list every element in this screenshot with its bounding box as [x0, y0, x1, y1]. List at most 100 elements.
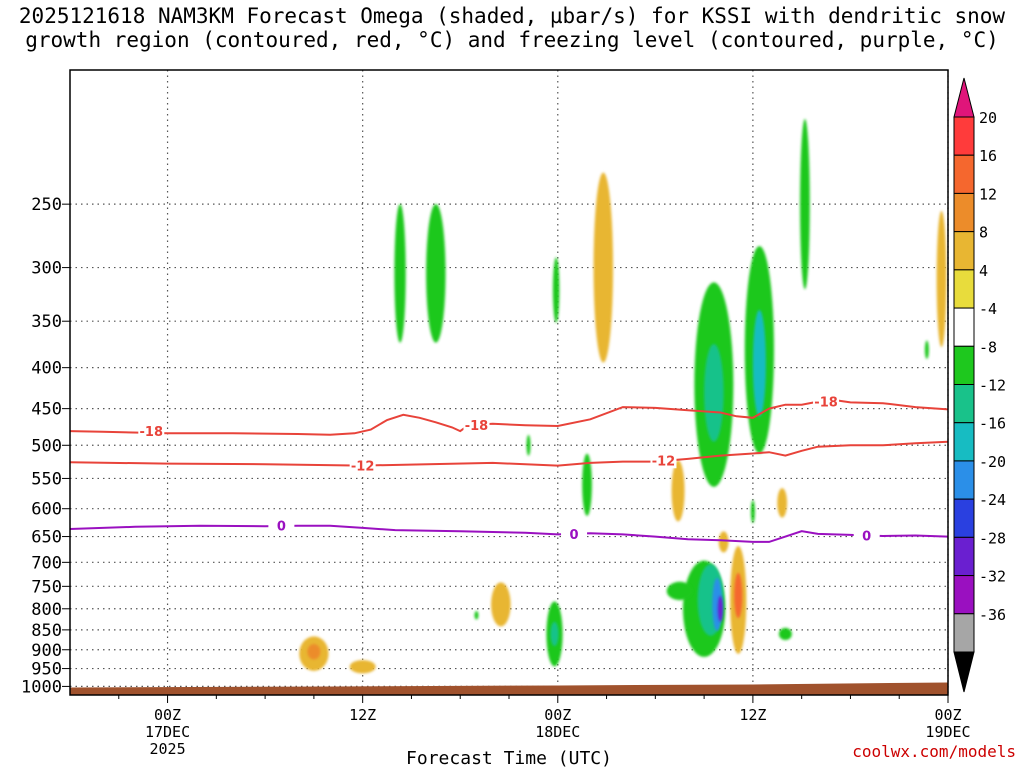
y-tick-label-550: 550 — [31, 469, 62, 489]
y-tick-label-900: 900 — [31, 641, 62, 661]
colorbar-box-7 — [953, 384, 975, 424]
x-tick-label-4-1: 19DEC — [925, 723, 970, 741]
colorbar-box-13 — [953, 613, 975, 653]
contour-label-bg — [813, 393, 840, 410]
omega-cell-28 — [307, 643, 321, 660]
omega-cell-15 — [750, 500, 755, 524]
colorbar-box-3 — [953, 231, 975, 271]
colorbar-bottom-arrow — [953, 651, 975, 693]
y-tick-label-1000: 1000 — [21, 677, 62, 697]
colorbar-label-11: -28 — [979, 529, 1006, 547]
chart-title-line1: 2025121618 NAM3KM Forecast Omega (shaded… — [18, 4, 1006, 28]
colorbar-label-2: 12 — [979, 185, 997, 203]
contour-label-bg — [138, 423, 165, 440]
omega-cell-14 — [777, 488, 788, 518]
axes: 2503003504004505005506006507007508008509… — [21, 69, 971, 758]
colorbar-label-4: 4 — [979, 262, 988, 280]
omega-cell-41 — [666, 581, 693, 601]
colorbar-label-8: -16 — [979, 415, 1006, 433]
colorbar-box-10 — [953, 498, 975, 538]
y-tick-label-600: 600 — [31, 500, 62, 520]
x-tick-label-4-0: 00Z — [934, 706, 961, 724]
omega-cell-8 — [800, 119, 810, 290]
omega-cell-31 — [474, 610, 479, 620]
omega-cell-1 — [426, 203, 446, 343]
omega-cell-39 — [734, 572, 743, 619]
omega-cell-30 — [491, 582, 511, 627]
colorbar-box-4 — [953, 269, 975, 309]
omega-cell-29 — [349, 660, 376, 674]
omega-cell-2 — [552, 257, 560, 323]
colorbar-box-0 — [953, 116, 975, 156]
contour-label--18-2: -18 — [814, 396, 838, 411]
contour-line--18 — [70, 398, 948, 436]
contour-label-bg — [349, 457, 376, 474]
omega-cell-13 — [671, 460, 685, 522]
contour-label--18-0: -18 — [140, 425, 164, 440]
omega-shading — [299, 119, 1024, 674]
colorbar-label-5: -4 — [979, 300, 997, 318]
omega-cell-42 — [778, 627, 792, 641]
y-tick-label-300: 300 — [31, 259, 62, 279]
y-tick-label-700: 700 — [31, 553, 62, 573]
colorbar-box-8 — [953, 422, 975, 462]
colorbar-label-12: -32 — [979, 568, 1006, 586]
site-credit: coolwx.com/models — [852, 742, 1016, 761]
y-tick-label-450: 450 — [31, 400, 62, 420]
colorbar-box-2 — [953, 192, 975, 233]
y-tick-label-800: 800 — [31, 600, 62, 620]
colorbar-box-12 — [953, 575, 975, 615]
omega-cell-12 — [526, 434, 531, 456]
y-tick-label-500: 500 — [31, 436, 62, 456]
x-tick-label-0-0: 00Z — [154, 706, 181, 724]
y-tick-label-400: 400 — [31, 359, 62, 379]
omega-cell-5 — [704, 343, 724, 442]
contour-label--18-1: -18 — [465, 419, 489, 434]
chart-title-line2: growth region (contoured, red, °C) and f… — [25, 28, 999, 52]
colorbar-label-0: 20 — [979, 109, 997, 127]
colorbar-label-7: -12 — [979, 377, 1006, 395]
colorbar-box-1 — [953, 154, 975, 194]
contour-label-bg — [561, 525, 588, 542]
contour-label--12-0: -12 — [351, 460, 375, 475]
contour-line-0 — [70, 524, 948, 543]
omega-cell-0 — [394, 203, 406, 343]
colorbar-box-9 — [953, 460, 975, 500]
chart-title: 2025121618 NAM3KM Forecast Omega (shaded… — [0, 4, 1024, 52]
colorbar-top-arrow — [953, 77, 975, 118]
omega-cell-19 — [1013, 487, 1024, 574]
omega-cell-33 — [550, 621, 559, 647]
contours: -18 -18 -18 -12 -12 0 0 0 — [70, 393, 948, 544]
colorbar: 20 16 12 8 4 -4 -8 -12 -16 -20 -24 -28 -32 -36 — [953, 77, 1006, 693]
colorbar-label-1: 16 — [979, 147, 997, 165]
omega-cell-7 — [752, 310, 766, 417]
plot-frame — [69, 69, 949, 696]
contour-label-bg — [463, 417, 490, 434]
y-tick-label-650: 650 — [31, 528, 62, 548]
x-tick-label-3-0: 12Z — [739, 706, 766, 724]
x-tick-label-1-0: 12Z — [349, 706, 376, 724]
x-tick-label-0-2: 2025 — [149, 740, 185, 758]
y-tick-label-750: 750 — [31, 577, 62, 597]
colorbar-label-6: -8 — [979, 338, 997, 356]
contour-label-bg — [650, 452, 677, 469]
omega-cell-9 — [936, 210, 947, 348]
colorbar-label-3: 8 — [979, 224, 988, 242]
omega-cell-11 — [582, 453, 592, 516]
ground-terrain — [70, 681, 948, 695]
omega-cell-20 — [1007, 467, 1024, 538]
x-tick-label-0-1: 17DEC — [145, 723, 190, 741]
colorbar-label-13: -36 — [979, 606, 1006, 624]
ground-fill — [70, 681, 948, 695]
contour-label--12-1: -12 — [652, 454, 676, 469]
omega-cell-10 — [924, 340, 929, 359]
contour-label-0-1: 0 — [570, 528, 579, 543]
colorbar-box-5 — [953, 307, 975, 347]
colorbar-label-10: -24 — [979, 491, 1006, 509]
x-axis-label: Forecast Time (UTC) — [406, 748, 612, 768]
contour-label-bg — [853, 527, 880, 544]
y-tick-label-250: 250 — [31, 195, 62, 215]
colorbar-box-6 — [953, 345, 975, 385]
x-tick-label-2-0: 00Z — [544, 706, 571, 724]
omega-cell-37 — [717, 595, 723, 622]
